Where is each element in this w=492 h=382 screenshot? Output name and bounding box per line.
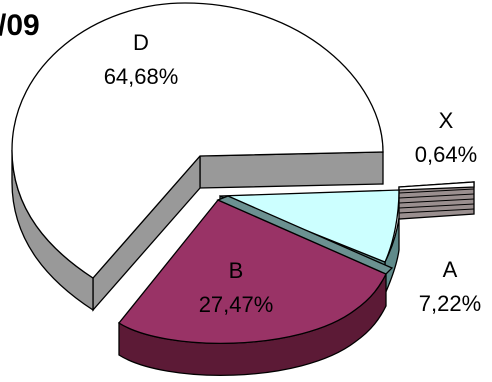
slice-d-top (11, 2, 384, 279)
slice-d (11, 2, 384, 312)
chart-title: /09 (0, 9, 40, 42)
slice-x-stripes (398, 188, 475, 214)
slice-value-a: 7,22% (419, 291, 481, 316)
slice-value-x: 0,64% (415, 142, 477, 167)
slice-b (118, 195, 394, 376)
slice-b-edge (216, 195, 394, 275)
slice-label-x: X (439, 108, 454, 133)
slice-label-b: B (229, 258, 244, 283)
slice-d-side-depth (199, 151, 384, 189)
slice-label-d: D (133, 30, 149, 55)
slice-a-top (219, 189, 400, 263)
slice-x (398, 181, 475, 220)
slice-x-top (398, 181, 475, 191)
slice-value-d: 64,68% (104, 64, 179, 89)
slice-b-top (118, 199, 387, 344)
slice-label-a: A (443, 257, 458, 282)
slice-value-b: 27,47% (199, 292, 274, 317)
